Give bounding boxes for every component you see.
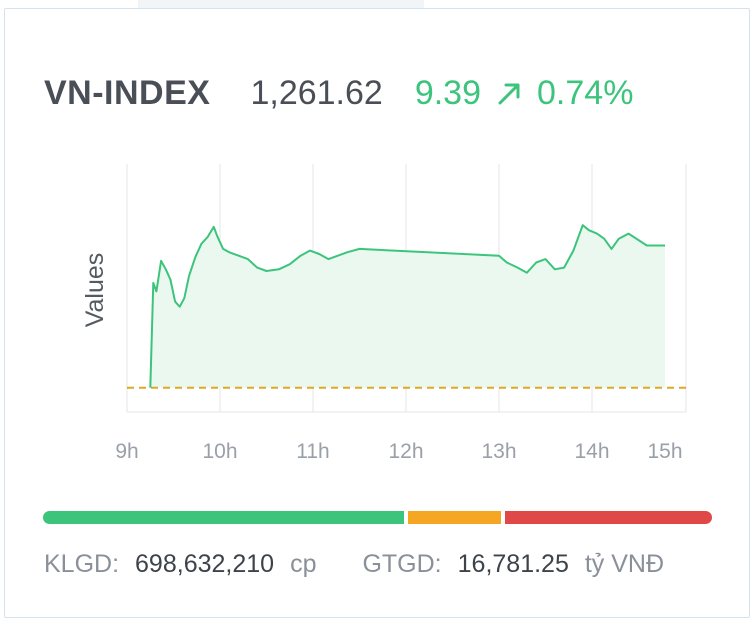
breadth-declining-segment [505, 511, 712, 524]
index-value: 1,261.62 [250, 74, 383, 112]
arrow-up-right-icon [497, 80, 523, 111]
x-tick-label: 14h [574, 440, 609, 463]
gtgd-label: GTGD: [362, 550, 442, 578]
index-change: 9.39 [414, 74, 482, 112]
index-header: VN-INDEX 1,261.62 9.39 0.74% [44, 74, 633, 118]
trading-summary: KLGD: 698,632,210 cp GTGD: 16,781.25 tỷ … [44, 550, 664, 579]
klgd-value: 698,632,210 [135, 550, 275, 578]
x-tick-label: 13h [481, 440, 516, 463]
intraday-price-line [149, 224, 665, 388]
gtgd-unit: tỷ VNĐ [584, 550, 665, 578]
index-name[interactable]: VN-INDEX [44, 74, 211, 112]
klgd-unit: cp [290, 550, 317, 578]
gtgd-value: 16,781.25 [457, 550, 569, 578]
y-axis-label: Values [81, 253, 109, 328]
index-change-percent: 0.74% [537, 74, 634, 112]
x-tick-label: 12h [388, 440, 423, 463]
x-tick-label: 10h [202, 440, 237, 463]
x-axis-ticks: 9h 10h 11h 12h 13h 14h 15h [115, 440, 682, 463]
x-tick-label: 15h [647, 440, 682, 463]
intraday-area-fill [150, 225, 666, 388]
klgd-label: KLGD: [44, 550, 120, 578]
x-tick-label: 11h [296, 440, 329, 463]
x-tick-label: 9h [115, 440, 138, 463]
breadth-advancing-segment [43, 511, 404, 524]
breadth-unchanged-segment [408, 511, 501, 524]
